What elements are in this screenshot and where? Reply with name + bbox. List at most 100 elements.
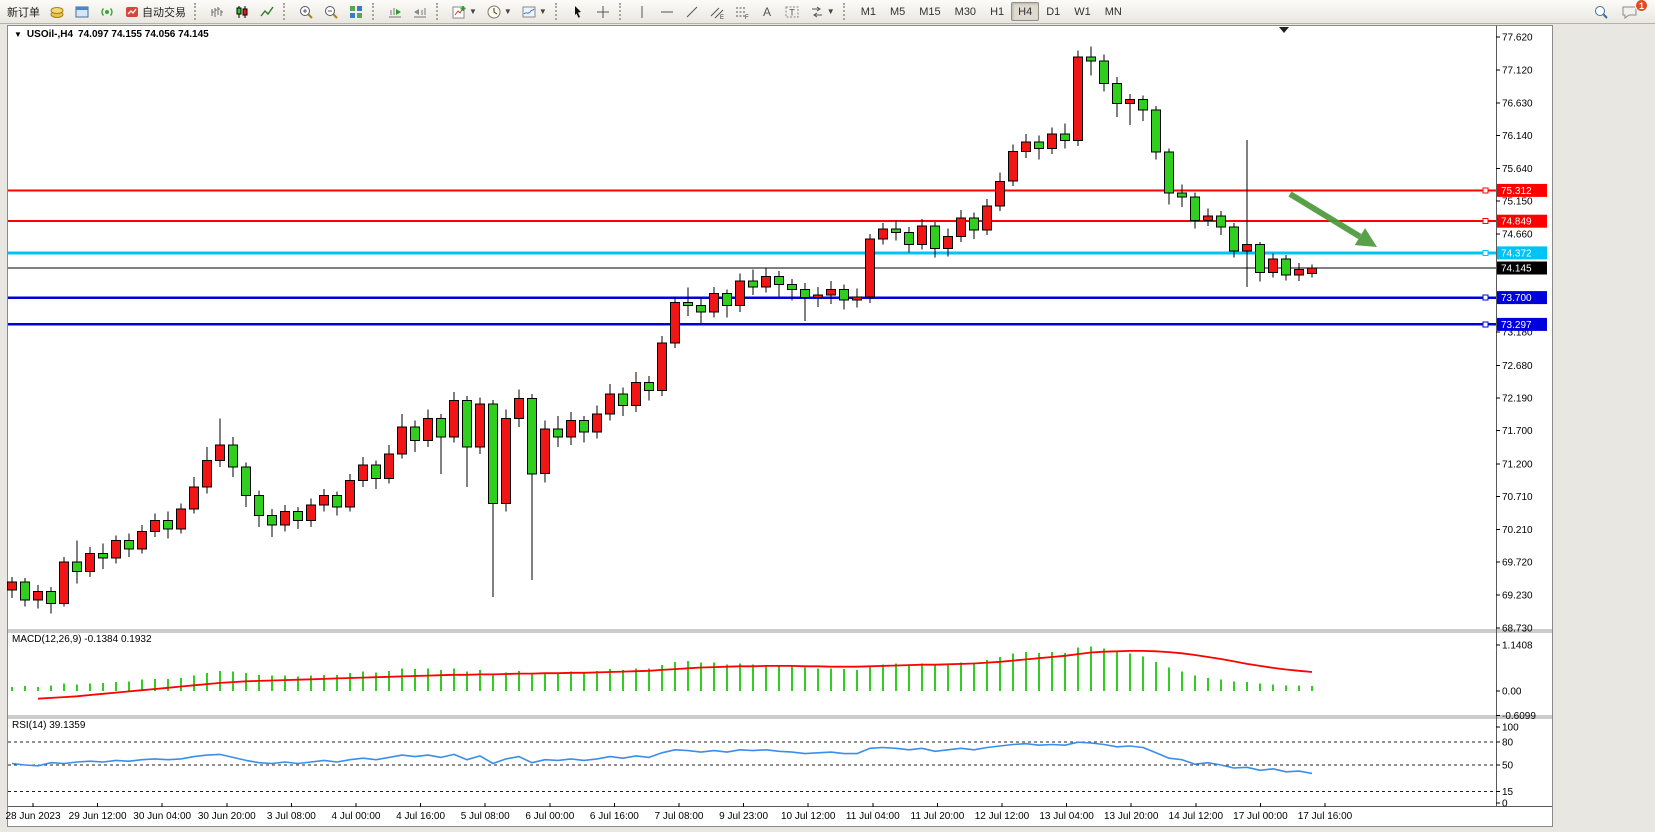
arrows-tool-icon [811,6,822,17]
timeframe-W1[interactable]: W1 [1067,2,1098,21]
svg-text:73.700: 73.700 [1501,293,1532,304]
timeframe-H1[interactable]: H1 [983,2,1011,21]
svg-text:E: E [720,15,724,20]
chart-shift-button[interactable] [408,2,432,22]
svg-text:9 Jul 23:00: 9 Jul 23:00 [719,811,768,822]
svg-text:69.230: 69.230 [1502,590,1533,601]
fibonacci-tool-button[interactable]: F [730,2,754,22]
candlestick-chart-button[interactable] [230,2,254,22]
timeframe-MN[interactable]: MN [1098,2,1129,21]
terminal-button[interactable] [70,2,94,22]
svg-text:30 Jun 04:00: 30 Jun 04:00 [133,811,191,822]
chevron-down-icon[interactable]: ▼ [469,6,477,16]
search-icon [1595,5,1608,19]
svg-text:4 Jul 16:00: 4 Jul 16:00 [396,811,445,822]
chart-shift-icon [414,7,426,17]
svg-text:72.680: 72.680 [1502,361,1533,372]
search-button[interactable] [1589,2,1613,22]
timeframe-M5[interactable]: M5 [883,2,912,21]
trendline-icon [686,6,698,17]
svg-text:68.730: 68.730 [1502,624,1533,635]
auto-scroll-button[interactable] [383,2,407,22]
svg-text:17 Jul 00:00: 17 Jul 00:00 [1233,811,1288,822]
price-level-badge: 74.372 [1497,246,1547,260]
price-level-badge: 74.849 [1497,214,1547,228]
templates-button[interactable]: ▼ [517,2,551,22]
text-tool-button[interactable]: A [755,2,779,22]
clock-icon [487,5,501,18]
crosshair-icon [596,5,609,18]
bar-chart-icon [211,6,223,17]
svg-text:11 Jul 04:00: 11 Jul 04:00 [846,811,900,822]
svg-text:71.700: 71.700 [1502,426,1533,437]
crosshair-button[interactable] [591,2,615,22]
text-label-icon: T [785,6,799,17]
svg-text:72.190: 72.190 [1502,393,1533,404]
new-order-button[interactable]: 新订单 [3,2,44,22]
horizontal-line-tool-button[interactable] [655,2,679,22]
cursor-button[interactable] [566,2,590,22]
timeframe-M1[interactable]: M1 [854,2,883,21]
chevron-down-icon[interactable]: ▼ [826,6,835,16]
quote-ohlc: 74.097 74.155 74.056 74.145 [78,28,209,40]
toolbar-grip [842,3,849,20]
zoom-out-button[interactable] [319,2,343,22]
add-indicator-button[interactable]: ▼ [447,2,481,22]
time-axis[interactable]: 28 Jun 2023 29 Jun 12:00 30 Jun 04:00 30 Ju… [5,803,1353,822]
svg-text:100: 100 [1502,723,1519,734]
toolbar-grip [554,3,561,20]
svg-text:74.372: 74.372 [1501,248,1532,259]
toolbar-grip [372,3,378,20]
template-icon [522,6,536,17]
timeframe-M30[interactable]: M30 [948,2,983,21]
timeframe-H4[interactable]: H4 [1011,2,1040,21]
chart-shift-marker-icon[interactable] [1279,27,1289,33]
candles [7,46,1317,614]
svg-text:69.720: 69.720 [1502,558,1533,569]
quote-collapse-toggle[interactable]: ▼ [14,29,22,39]
timeframe-M15[interactable]: M15 [912,2,947,21]
channel-tool-button[interactable]: E [705,2,729,22]
svg-text:3 Jul 08:00: 3 Jul 08:00 [267,811,316,822]
macd-signal-line [37,650,1313,700]
svg-text:74.660: 74.660 [1502,229,1533,240]
autotrade-label: 自动交易 [142,6,186,19]
timeframe-switcher: M1 M5 M15 M30 H1 H4 D1 W1 MN [854,2,1129,21]
svg-text:76.140: 76.140 [1502,131,1533,142]
rsi-scale: 100 80 50 150 [1496,723,1519,810]
zoom-in-button[interactable] [294,2,318,22]
vertical-line-tool-button[interactable] [630,2,654,22]
svg-text:76.630: 76.630 [1502,98,1533,109]
price-axis[interactable]: 77.620 77.120 76.630 76.140 75.640 75.150 74.6… [1496,33,1533,635]
bar-chart-button[interactable] [205,2,229,22]
toolbar-grip [194,3,200,20]
terminal-window-icon [75,6,89,17]
chevron-down-icon[interactable]: ▼ [538,6,547,16]
tile-windows-button[interactable] [344,2,368,22]
svg-text:77.620: 77.620 [1502,33,1533,44]
trend-arrow-annotation[interactable] [1288,191,1377,247]
cursor-icon [574,5,581,18]
svg-text:1.1408: 1.1408 [1502,640,1533,651]
trendline-tool-button[interactable] [680,2,704,22]
chevron-down-icon[interactable]: ▼ [503,6,512,16]
vertical-line-icon [641,5,643,18]
toolbar: 新订单 自动交易 ▼ ▼ [0,0,1655,24]
tile-windows-icon [350,5,362,18]
arrows-tool-button[interactable]: ▼ [805,2,839,22]
coins-button[interactable] [45,2,69,22]
toolbar-grip [618,3,625,20]
timeframe-D1[interactable]: D1 [1039,2,1067,21]
autotrade-button[interactable]: 自动交易 [120,2,190,22]
line-chart-button[interactable] [255,2,279,22]
horizontal-line-objects[interactable] [8,187,1496,328]
signals-button[interactable] [95,2,119,22]
text-label-tool-button[interactable]: T [780,2,804,22]
periods-button[interactable]: ▼ [482,2,516,22]
svg-text:70.210: 70.210 [1502,525,1533,536]
notification-badge[interactable]: 1 [1635,0,1648,12]
macd-label: MACD(12,26,9) -0.1384 0.1932 [12,634,152,645]
rsi-label: RSI(14) 39.1359 [12,720,86,731]
macd-histogram [11,646,1313,692]
